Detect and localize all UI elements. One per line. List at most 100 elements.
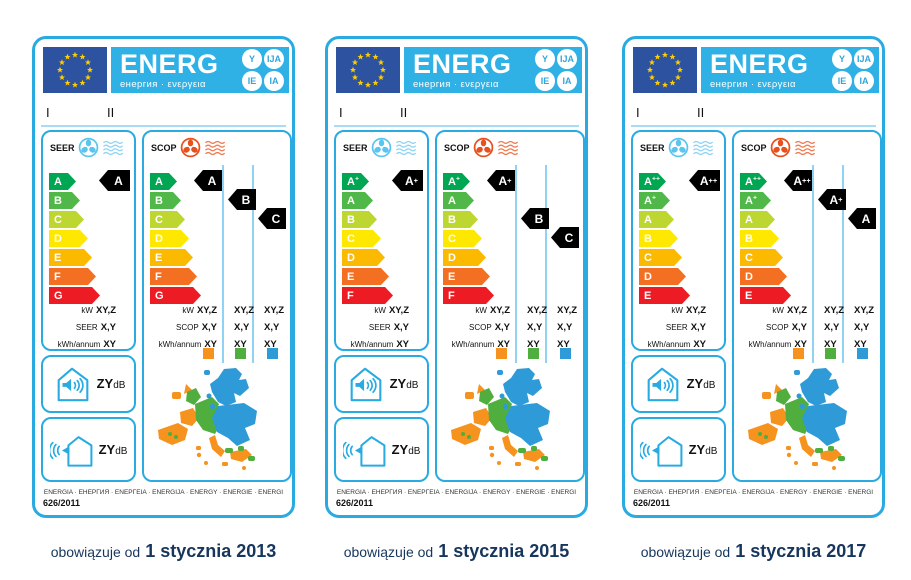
fan-icon <box>371 137 391 158</box>
scop-value: X,Y <box>854 322 870 333</box>
efficiency-arrow: E <box>342 268 389 285</box>
arrow-letter: A++ <box>745 174 761 188</box>
arrow-letter: A+ <box>745 193 757 207</box>
indoor-noise-box: ZYdB <box>334 355 429 413</box>
airflow-icon <box>692 140 713 156</box>
scop-title: SCOP <box>151 142 177 153</box>
energ-subtitle: енергия · ενεργεια <box>710 78 796 90</box>
outdoor-noise-box: ZYdB <box>631 417 726 482</box>
efficiency-arrow: C <box>740 249 783 266</box>
efficiency-arrow: A <box>740 211 775 228</box>
languages-line: ENERGIA · ЕНЕРГИЯ · ΕΝΕΡΓΕΙΑ · ENERGIJA … <box>633 489 874 496</box>
zone-divider <box>222 165 224 363</box>
arrow-letter: B <box>745 232 753 245</box>
power-label: kW <box>374 306 386 315</box>
efficiency-arrow: A <box>49 173 76 190</box>
europe-climate-map <box>451 368 550 470</box>
scop-value: X,Y <box>234 322 250 333</box>
suffix-circle-ia: IA <box>264 71 284 91</box>
energ-band: ENERG енергия · ενεργεια Y IJA IE IA <box>111 47 289 93</box>
arrow-letter: A <box>644 213 652 226</box>
scop-panel: SCOP A+ A B C D E F A + B C k <box>435 130 585 482</box>
arrow-letter: A <box>448 194 456 207</box>
energy-value: XY <box>527 339 540 350</box>
scop-value: X,Y <box>201 322 217 333</box>
valid-from-text: obowiązuje od <box>343 544 434 560</box>
energy-value: XY <box>693 339 706 350</box>
seer-efficiency-scale: A+ A B C D E F <box>342 173 393 306</box>
average-zone-square <box>235 348 246 359</box>
warmer-zone-square <box>793 348 804 359</box>
languages-line: ENERGIA · ЕНЕРГИЯ · ΕΝΕΡΓΕΙΑ · ENERGIJA … <box>336 489 577 496</box>
efficiency-arrow: B <box>740 230 779 247</box>
scop-value: X,Y <box>791 322 807 333</box>
seer-panel: SEER A+ A B C D E F A + kW XY,Z SEER X,Y kW… <box>334 130 429 351</box>
efficiency-arrow: G <box>49 287 100 304</box>
power-value: XY,Z <box>95 305 116 316</box>
efficiency-arrow: E <box>639 287 690 304</box>
seer-title: SEER <box>343 142 368 153</box>
efficiency-arrow: F <box>443 287 494 304</box>
arrow-letter: G <box>155 289 164 302</box>
power-value: XY,Z <box>854 305 875 316</box>
energy-label: kWh/annum <box>158 340 202 349</box>
suffix-circle-y: Y <box>242 49 262 69</box>
arrow-letter: E <box>745 289 753 302</box>
energy-label-2017: ENERG енергия · ενεργεια Y IJA IE IA I I… <box>622 36 885 518</box>
indoor-noise-value: ZY <box>686 376 704 391</box>
suffix-circle-y: Y <box>832 49 852 69</box>
language-suffix-circles: Y IJA IE IA <box>535 49 577 91</box>
language-suffix-circles: Y IJA IE IA <box>832 49 874 91</box>
colder-zone-square <box>857 348 868 359</box>
indoor-noise-value: ZY <box>96 376 114 391</box>
power-label: kW <box>81 306 93 315</box>
arrow-letter: E <box>448 270 456 283</box>
arrow-letter: C <box>155 213 163 226</box>
energy-value: XY <box>497 339 510 350</box>
power-value: XY,Z <box>234 305 255 316</box>
efficiency-arrow: D <box>342 249 385 266</box>
energ-band: ENERG енергия · ενεργεια Y IJA IE IA <box>404 47 582 93</box>
seer-panel: SEER A B C D E F G A kW XY,Z SEER X,Y kWh/… <box>41 130 136 351</box>
arrow-letter: A++ <box>644 174 660 188</box>
valid-from-date: 1 stycznia 2017 <box>735 541 867 561</box>
energy-value: XY <box>854 339 867 350</box>
sound-outside-house-icon <box>49 435 92 467</box>
suffix-circle-ia: IA <box>557 71 577 91</box>
arrow-letter: F <box>448 289 455 302</box>
power-label: kW <box>182 306 194 315</box>
seer-value: X,Y <box>100 322 116 333</box>
eu-flag <box>43 47 107 93</box>
europe-climate-map <box>748 368 847 470</box>
supplier-rule <box>41 125 286 127</box>
arrow-letter: A <box>745 213 753 226</box>
scop-panel: SCOP A++ A+ A B C D E A + + A + A <box>732 130 882 482</box>
average-zone-square <box>528 348 539 359</box>
fan-icon <box>668 137 688 158</box>
noise-unit: dB <box>408 445 421 457</box>
efficiency-arrow: D <box>150 230 189 247</box>
noise-unit: dB <box>705 445 718 457</box>
arrow-letter: A <box>54 175 62 188</box>
sound-outside-house-icon <box>639 435 682 467</box>
model-placeholder: II <box>400 105 408 120</box>
model-placeholder: II <box>107 105 115 120</box>
energy-label: kWh/annum <box>748 340 792 349</box>
noise-unit: dB <box>113 380 126 391</box>
scop-value: X,Y <box>824 322 840 333</box>
energy-label: kWh/annum <box>57 340 101 349</box>
efficiency-arrow: C <box>342 230 381 247</box>
arrow-letter: B <box>644 232 652 245</box>
scop-rating-indicator-average: B <box>228 189 256 210</box>
power-value: XY,Z <box>527 305 548 316</box>
fan-icon <box>770 137 790 158</box>
arrow-letter: A+ <box>448 174 460 188</box>
scop-value: X,Y <box>494 322 510 333</box>
arrow-letter: C <box>644 251 652 264</box>
scop-efficiency-scale: A++ A+ A B C D E <box>740 173 791 306</box>
model-placeholder: II <box>697 105 705 120</box>
zone-divider <box>842 165 844 363</box>
noise-unit: dB <box>703 380 716 391</box>
scop-rating-indicator-colder: A <box>848 208 876 229</box>
arrow-letter: D <box>448 251 456 264</box>
